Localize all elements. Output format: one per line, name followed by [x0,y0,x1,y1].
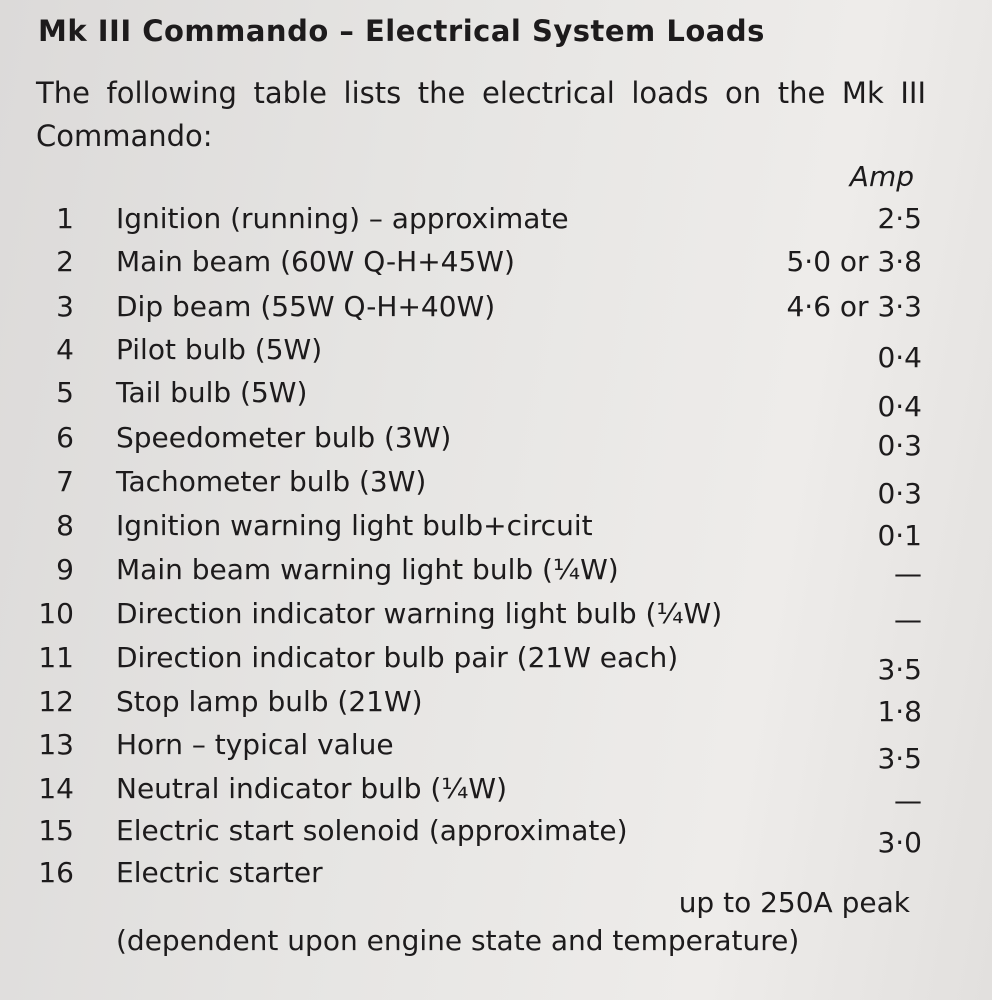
row-description: Tachometer bulb (3W) [116,465,427,498]
row-amp: 0·4 [877,390,922,423]
row-amp: 1·8 [877,695,922,728]
row-description: Direction indicator warning light bulb (… [116,597,723,630]
row-amp: 5·0 or 3·8 [786,245,922,278]
row-number: 16 [38,856,74,889]
row-amp: — [894,557,922,590]
table-row: 10 Direction indicator warning light bul… [0,597,992,637]
table-row: 3 Dip beam (55W Q-H+40W) 4·6 or 3·3 [0,290,992,330]
row-amp: — [894,784,922,817]
row-number: 12 [38,685,74,718]
table-row: 13 Horn – typical value 3·5 [0,728,992,775]
row-number: 14 [38,772,74,805]
row-number: 2 [56,245,74,278]
row-number: 4 [56,333,74,366]
table-row: 8 Ignition warning light bulb+circuit 0·… [0,509,992,552]
row-description: Main beam (60W Q-H+45W) [116,245,515,278]
row-description: Ignition warning light bulb+circuit [116,509,593,542]
table-row: 7 Tachometer bulb (3W) 0·3 [0,465,992,510]
row-number: 6 [56,421,74,454]
row-number: 15 [38,814,74,847]
table-row: 16 Electric starter [0,856,992,896]
row-number: 5 [56,376,74,409]
row-amp: 0·3 [877,477,922,510]
row-number: 9 [56,553,74,586]
row-description: Horn – typical value [116,728,394,761]
row-description: Electric start solenoid (approximate) [116,814,628,847]
table-row: 11 Direction indicator bulb pair (21W ea… [0,641,992,686]
row-number: 3 [56,290,74,323]
row-number: 11 [38,641,74,674]
row-description: Electric starter [116,856,323,889]
row-number: 1 [56,202,74,235]
row-amp: 2·5 [877,202,922,235]
table-row: 9 Main beam warning light bulb (¼W) — [0,553,992,593]
row-amp: 0·3 [877,429,922,462]
row-description: Neutral indicator bulb (¼W) [116,772,508,805]
row-description: Tail bulb (5W) [116,376,308,409]
table-row: 14 Neutral indicator bulb (¼W) — [0,772,992,817]
row-number: 7 [56,465,74,498]
row-description: Direction indicator bulb pair (21W each) [116,641,679,674]
row-description: Main beam warning light bulb (¼W) [116,553,619,586]
table-row: 4 Pilot bulb (5W) 0·4 [0,333,992,374]
row-amp: 3·0 [877,826,922,859]
row-number: 13 [38,728,74,761]
intro-paragraph: The following table lists the electrical… [36,76,926,153]
row-description: Stop lamp bulb (21W) [116,685,423,718]
row-amp: 3·5 [877,742,922,775]
row-amp: 4·6 or 3·3 [786,290,922,323]
table-row: 15 Electric start solenoid (approximate)… [0,814,992,859]
row-description: Dip beam (55W Q-H+40W) [116,290,496,323]
row-number: 10 [38,597,74,630]
table-row: 1 Ignition (running) – approximate 2·5 [0,202,992,242]
row-amp: 0·1 [877,519,922,552]
amp-column-header: Amp [849,160,914,193]
table-row: 6 Speedometer bulb (3W) 0·3 [0,421,992,462]
page-title: Mk III Commando – Electrical System Load… [38,14,765,48]
row-description: Ignition (running) – approximate [116,202,569,235]
row-amp: 3·5 [877,653,922,686]
starter-peak: up to 250A peak [678,886,910,919]
row-description: Pilot bulb (5W) [116,333,323,366]
row-amp: — [894,603,922,636]
table-row: 12 Stop lamp bulb (21W) 1·8 [0,685,992,728]
table-row: 2 Main beam (60W Q-H+45W) 5·0 or 3·8 [0,245,992,285]
table-row: 5 Tail bulb (5W) 0·4 [0,376,992,423]
starter-note: (dependent upon engine state and tempera… [116,924,800,957]
row-amp: 0·4 [877,341,922,374]
row-number: 8 [56,509,74,542]
row-description: Speedometer bulb (3W) [116,421,452,454]
